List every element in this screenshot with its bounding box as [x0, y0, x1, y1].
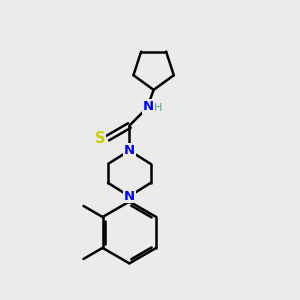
Text: N: N	[124, 190, 135, 203]
Text: N: N	[124, 144, 135, 157]
Text: N: N	[143, 100, 154, 113]
Text: S: S	[95, 130, 105, 146]
Text: H: H	[154, 103, 163, 113]
